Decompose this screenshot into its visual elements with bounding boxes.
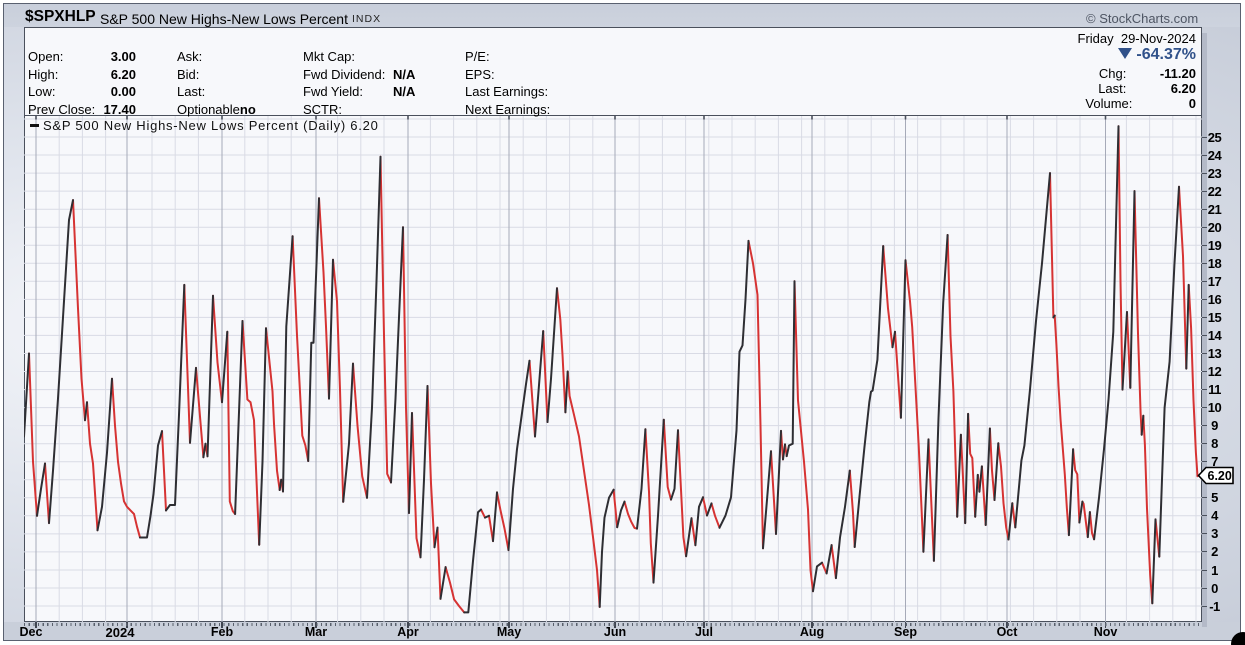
svg-text:6.20: 6.20 — [1208, 469, 1232, 483]
